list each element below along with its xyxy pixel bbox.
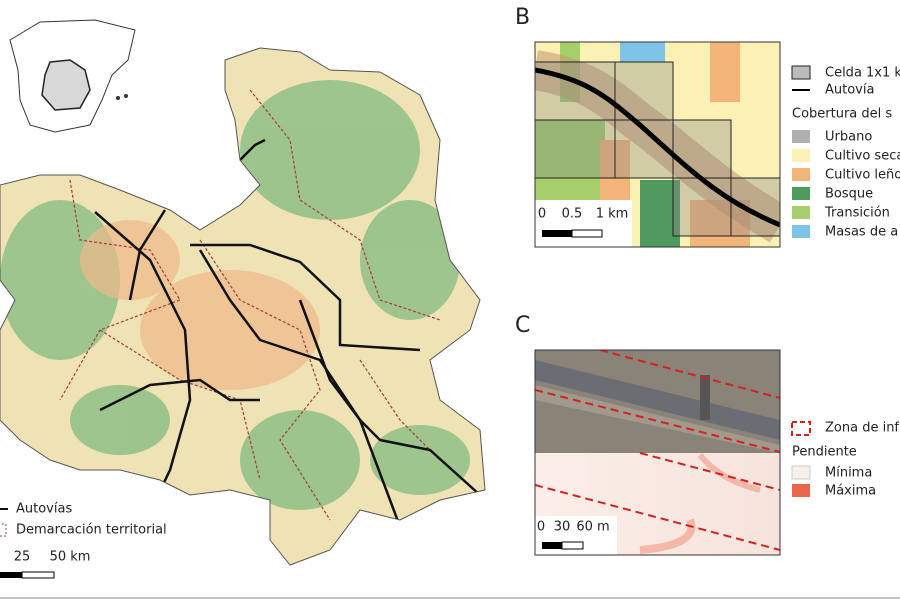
scale-label: 50 km (50, 550, 91, 565)
panel-label: B (515, 5, 530, 30)
panel-b-frame (534, 41, 781, 248)
legend-label: Transición (824, 206, 890, 221)
panel-c-frame (534, 349, 781, 556)
legend-label: Autovías (16, 502, 72, 517)
legend-label: Masas de a (825, 225, 898, 240)
scale-label: 60 m (576, 520, 609, 535)
scale-label: 0 (537, 520, 545, 535)
scale-label: 30 (554, 520, 571, 535)
legend-label: Cultivo seca (825, 149, 900, 164)
inset-map (9, 19, 136, 133)
legend-label: Demarcación territorial (16, 523, 167, 538)
legend-label: Cultivo leño (825, 168, 900, 183)
legend-label: Celda 1x1 k (825, 66, 900, 81)
legend-heading: Pendiente (792, 445, 857, 460)
legend-label: Mínima (825, 466, 872, 481)
panel-b-map (535, 42, 780, 247)
legend-heading: Cobertura del s (792, 107, 892, 122)
main-map (0, 48, 485, 565)
legend-label: Zona de inf (825, 421, 899, 436)
panel-label: C (515, 313, 530, 338)
legend-label: Urbano (825, 130, 872, 145)
legend-label: Autovía (825, 83, 874, 98)
panel-c-map (535, 350, 780, 555)
scale-label: 25 (14, 550, 31, 565)
scale-label: 1 km (596, 207, 629, 222)
legend-label: Máxima (825, 484, 876, 499)
scale-label: 0 (538, 207, 546, 222)
legend-label: Bosque (825, 187, 873, 202)
scale-label: 0.5 (562, 207, 583, 222)
panel-c-legend: Zona de inf Pendiente Mínima Máxima (791, 421, 899, 499)
panel-b-legend: Celda 1x1 k Autovía Cobertura del s Urba… (791, 65, 900, 240)
main-legend: Autovías Demarcación territorial 25 50 k… (0, 502, 167, 579)
